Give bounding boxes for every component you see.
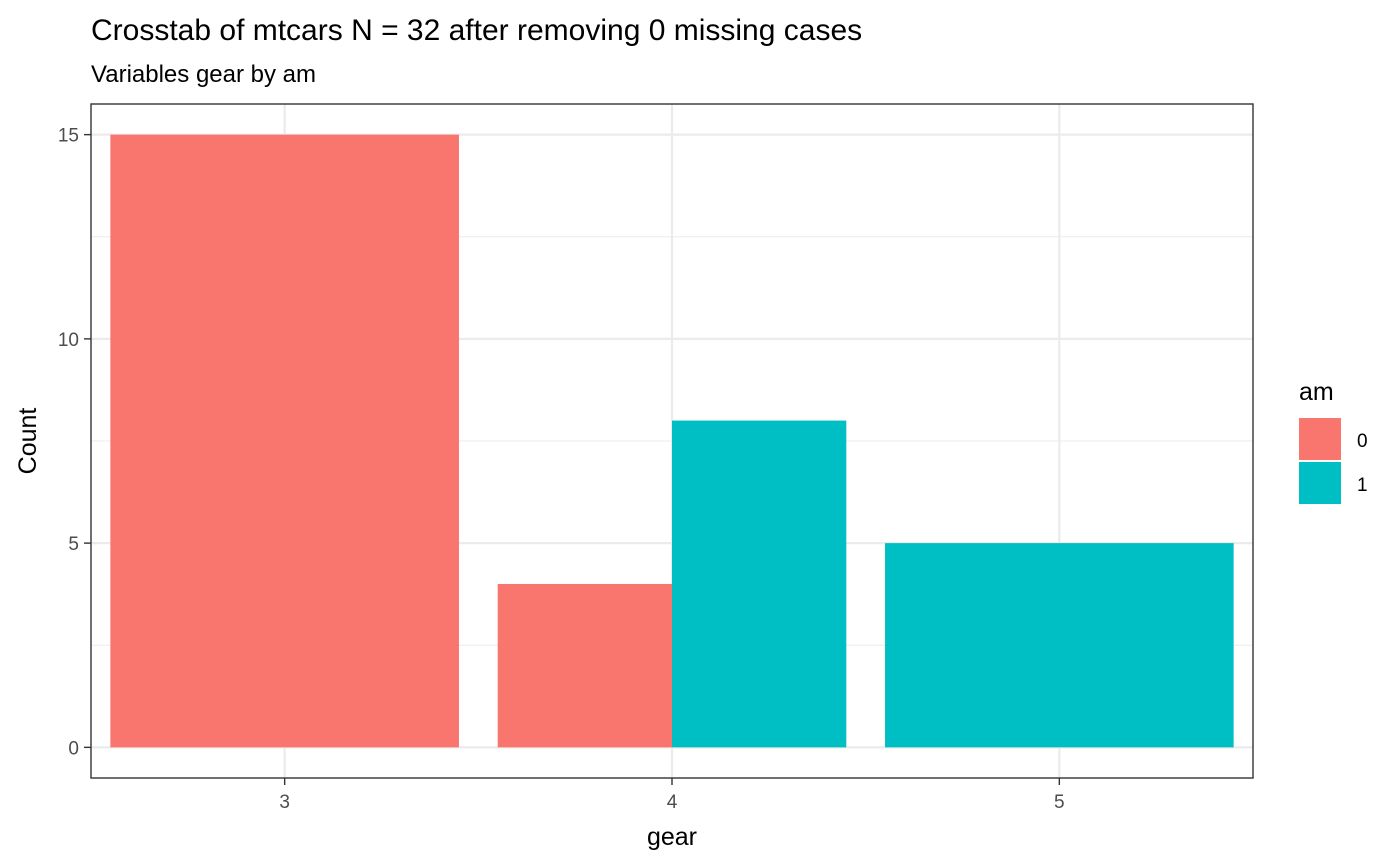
y-axis: 0 5 10 15 [58, 126, 91, 759]
x-tick-label: 5 [1054, 792, 1065, 813]
y-tick-label: 10 [58, 330, 79, 351]
y-axis-title: Count [14, 408, 42, 475]
x-tick-label: 3 [279, 792, 290, 813]
y-tick-label: 0 [68, 738, 79, 759]
chart-title: Crosstab of mtcars N = 32 after removing… [91, 14, 862, 47]
bar-gear-4-am-0 [497, 583, 672, 748]
legend-label-0: 0 [1357, 431, 1368, 452]
x-axis: 3 4 5 [279, 778, 1065, 813]
y-tick-label: 15 [58, 126, 79, 147]
bar-gear-3-am-0 [110, 134, 459, 748]
y-tick-label: 5 [68, 534, 79, 555]
legend: am 01 [1299, 378, 1368, 504]
bar-gear-5-am-1 [885, 543, 1234, 748]
x-axis-title: gear [647, 823, 697, 851]
legend-items: 01 [1299, 418, 1368, 504]
chart-subtitle: Variables gear by am [91, 61, 316, 88]
legend-key-0 [1299, 418, 1341, 460]
legend-label-1: 1 [1357, 475, 1368, 496]
x-tick-label: 4 [667, 792, 678, 813]
legend-title: am [1299, 378, 1334, 406]
bars [110, 134, 1234, 748]
legend-key-1 [1299, 462, 1341, 504]
bar-gear-4-am-1 [672, 420, 847, 748]
plot-panel [90, 103, 1254, 779]
